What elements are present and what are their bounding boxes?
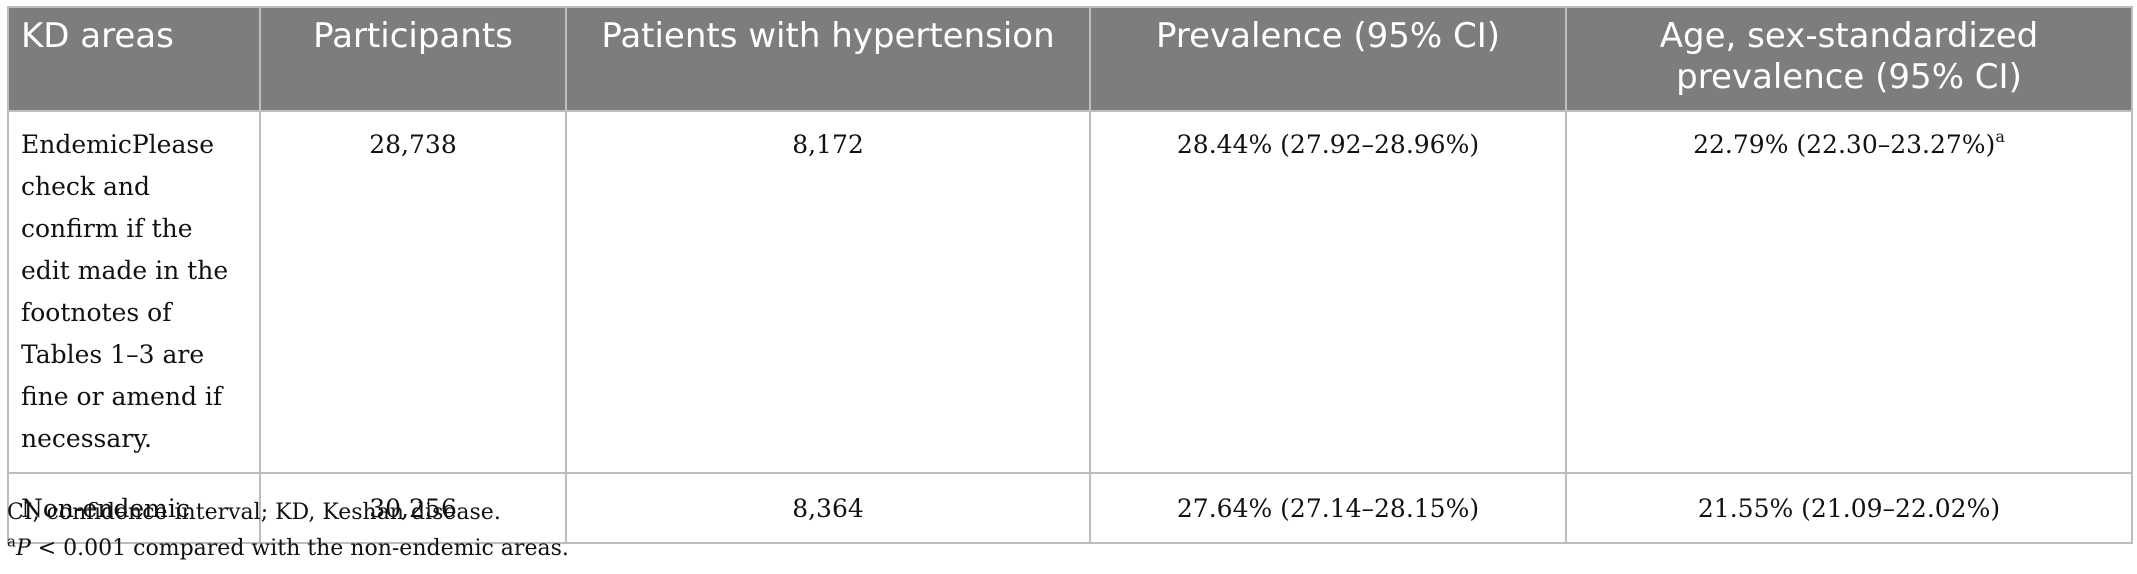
footnote-sig-text: < 0.001 compared with the non-endemic ar… (30, 536, 569, 561)
cell-patients: 8,364 (565, 472, 1091, 544)
cell-prevalence: 27.64% (27.14–28.15%) (1089, 472, 1567, 544)
cell-area: EndemicPlease check and confirm if the e… (7, 110, 261, 474)
footnote-significance: aP < 0.001 compared with the non-endemic… (7, 531, 569, 567)
footnote-p-symbol: P (15, 536, 31, 561)
table-row: EndemicPlease check and confirm if the e… (7, 110, 2133, 474)
table-header-row: KD areas Participants Patients with hype… (7, 6, 2133, 112)
footnote-sig-marker: a (7, 532, 16, 551)
cell-standardized: 21.55% (21.09–22.02%) (1565, 472, 2133, 544)
header-standardized-prevalence: Age, sex-standardized prevalence (95% CI… (1565, 6, 2133, 112)
footnote-marker: a (1995, 126, 2005, 146)
prevalence-table: KD areas Participants Patients with hype… (7, 6, 2133, 544)
cell-prevalence: 28.44% (27.92–28.96%) (1089, 110, 1567, 474)
header-prevalence: Prevalence (95% CI) (1089, 6, 1567, 112)
standardized-value: 22.79% (22.30–23.27%) (1693, 130, 1996, 159)
header-patients: Patients with hypertension (565, 6, 1091, 112)
table-row: Non-endemic 30,256 8,364 27.64% (27.14–2… (7, 472, 2133, 544)
header-participants: Participants (259, 6, 567, 112)
footnote-abbreviations: CI, confidence interval; KD, Keshan dise… (7, 500, 501, 525)
cell-standardized: 22.79% (22.30–23.27%)a (1565, 110, 2133, 474)
cell-participants: 28,738 (259, 110, 567, 474)
cell-patients: 8,172 (565, 110, 1091, 474)
header-kd-areas: KD areas (7, 6, 261, 112)
table-footnotes: CI, confidence interval; KD, Keshan dise… (7, 495, 569, 567)
cell-participants: 30,256 (259, 472, 567, 544)
cell-area: Non-endemic (7, 472, 261, 544)
data-table-container: KD areas Participants Patients with hype… (7, 6, 2133, 544)
